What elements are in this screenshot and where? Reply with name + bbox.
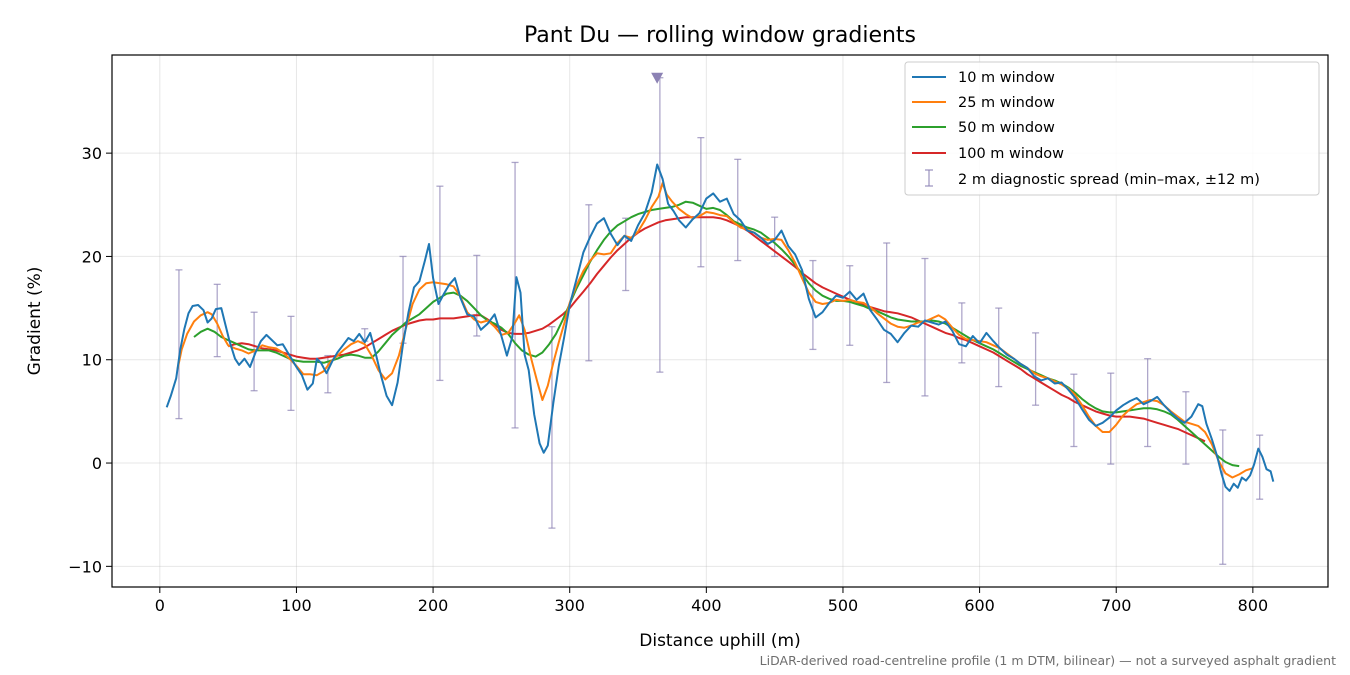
x-tick-label: 800 [1238,596,1269,615]
spread-error-bar [921,257,929,397]
spread-error-bar [771,216,779,258]
series-line-100m [227,216,1206,443]
chart-title: Pant Du — rolling window gradients [524,23,916,48]
x-tick-label: 700 [1101,596,1132,615]
legend-label-10m: 10 m window [958,70,1055,86]
max-gradient-marker [651,72,664,84]
spread-error-bar [846,265,854,346]
spread-error-bar [1219,429,1227,565]
legend-box [904,61,1320,196]
x-tick-label: 400 [691,596,722,615]
spread-error-bar [213,283,221,358]
spread-error-bar [175,269,183,420]
y-axis-ticks: −10 0 10 20 30 [68,144,112,576]
spread-error-bar [585,204,593,362]
spread-error-bar [697,136,705,268]
spread-error-bar [883,242,891,384]
series-lines [165,163,1275,492]
x-axis-ticks: 0 100 200 300 400 500 600 700 800 [155,587,1268,615]
spread-error-bar [734,158,742,262]
plot-frame [111,54,1329,588]
x-tick-label: 600 [964,596,995,615]
series-line-10m [165,163,1275,492]
y-tick-label: −10 [68,557,102,576]
spread-error-bar [548,326,556,529]
legend-swatch-spread [925,169,933,187]
spread-error-bar [1256,434,1264,500]
spread-error-bar [1070,373,1078,448]
legend-label-100m: 100 m window [958,146,1064,162]
footnote: LiDAR-derived road-centreline profile (1… [760,653,1336,668]
x-tick-label: 200 [418,596,449,615]
x-axis-label: Distance uphill (m) [639,631,800,651]
spread-error-bar [809,259,817,351]
legend: 10 m window 25 m window 50 m window 100 … [904,61,1320,196]
legend-label-spread: 2 m diagnostic spread (min–max, ±12 m) [958,172,1260,188]
x-tick-label: 100 [281,596,312,615]
legend-label-25m: 25 m window [958,95,1055,111]
spread-error-bar [1032,332,1040,406]
spread-error-bar [287,315,295,412]
legend-label-50m: 50 m window [958,120,1055,136]
y-tick-label: 30 [82,144,102,163]
y-tick-label: 10 [82,351,102,370]
x-tick-label: 500 [828,596,859,615]
y-axis-label: Gradient (%) [25,267,45,376]
x-tick-label: 300 [554,596,585,615]
y-tick-label: 0 [92,454,102,473]
y-tick-label: 20 [82,247,102,266]
x-tick-label: 0 [155,596,165,615]
spread-error-bar [1107,372,1115,465]
